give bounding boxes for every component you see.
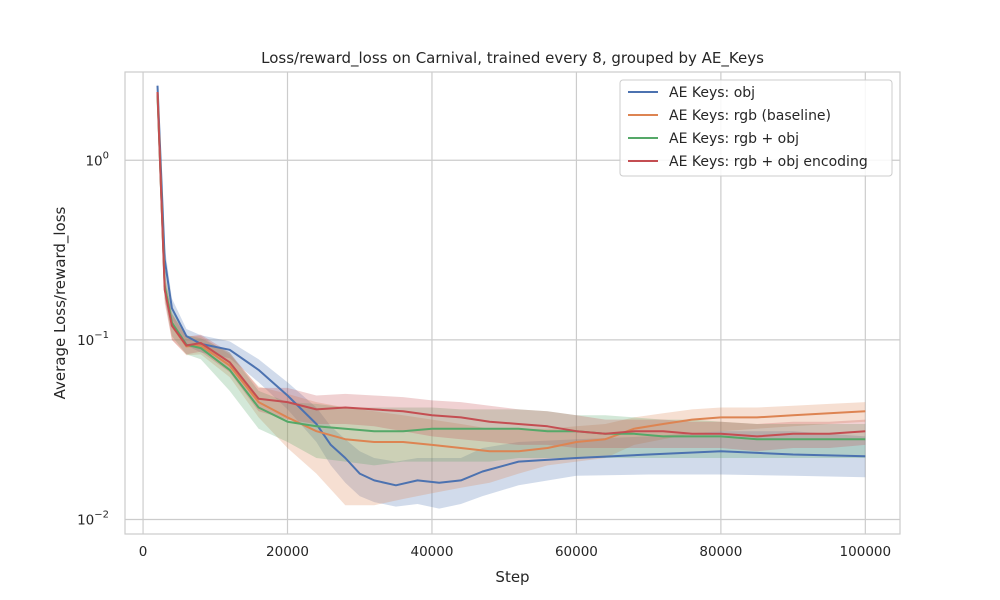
legend-box: [619, 79, 893, 177]
chart-title: Loss/reward_loss on Carnival, trained ev…: [261, 49, 764, 68]
y-tick-label: 10−1: [77, 330, 109, 349]
plot-frame: [124, 71, 901, 535]
x-tick-labels: 0 20000 40000 60000 80000 100000: [139, 544, 891, 560]
series-line-2: [156, 95, 866, 441]
y-tick-label: 10−2: [77, 509, 109, 528]
x-tick-label: 80000: [699, 544, 742, 560]
y-tick-label: 100: [85, 150, 109, 169]
y-axis-label: Average Loss/reward_loss: [51, 206, 70, 399]
legend: AE Keys: obj AE Keys: rgb (baseline) AE Ke…: [619, 79, 893, 177]
x-tick-label: 0: [139, 544, 148, 560]
confidence-band-0: [157, 82, 866, 509]
x-tick-label: 40000: [410, 544, 453, 560]
legend-label-0: AE Keys: obj: [669, 85, 755, 101]
legend-label-3: AE Keys: rgb + obj encoding: [669, 154, 868, 170]
y-tick-labels: 100 10−1 10−2: [77, 150, 109, 528]
legend-label-1: AE Keys: rgb (baseline): [669, 108, 831, 124]
x-axis-label: Step: [495, 568, 529, 586]
series-line-1: [156, 91, 866, 453]
series-line-3: [156, 91, 866, 438]
x-tick-label: 100000: [840, 544, 892, 560]
x-tick-label: 60000: [555, 544, 598, 560]
confidence-band-2: [157, 85, 866, 466]
confidence-bands: [157, 82, 866, 509]
series-lines: [156, 85, 866, 487]
legend-label-2: AE Keys: rgb + obj: [669, 131, 799, 147]
x-tick-label: 20000: [266, 544, 309, 560]
